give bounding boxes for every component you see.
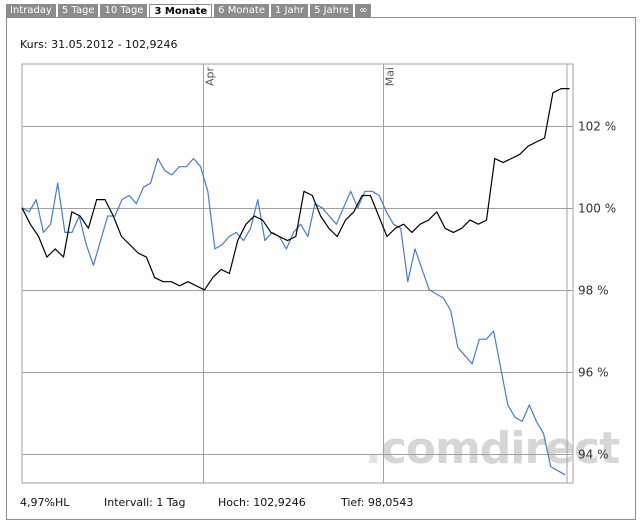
comdirect-watermark: .comdirect [365, 423, 620, 474]
tab-5[interactable]: 6 Monate [214, 4, 269, 18]
y-tick-label: 102 % [578, 120, 616, 134]
tab-2[interactable]: 5 Tage [57, 4, 99, 18]
chart-frame [6, 17, 636, 520]
tab-divider [6, 17, 636, 18]
price-value: 31.05.2012 - 102,9246 [51, 38, 178, 51]
month-label: Apr [204, 67, 217, 87]
tab-3[interactable]: 10 Tage [100, 4, 148, 18]
plot-area [21, 63, 574, 484]
series-line-main [21, 87, 570, 291]
month-label: Mai [384, 67, 397, 86]
y-tick-label: 98 % [578, 284, 609, 298]
y-tick-label: 94 % [578, 448, 609, 462]
y-tick-label: 100 % [578, 202, 616, 216]
footer-high: Hoch: 102,9246 [218, 496, 306, 509]
tab-7[interactable]: 5 Jahre [310, 4, 354, 18]
price-header: Kurs: 31.05.2012 - 102,9246 [20, 38, 178, 51]
watermark-brand: comdirect [380, 423, 620, 474]
tab-4[interactable]: 3 Monate [149, 4, 213, 18]
price-label: Kurs: [20, 38, 48, 51]
watermark-dot: . [365, 423, 382, 474]
tab-6[interactable]: 1 Jahr [270, 4, 309, 18]
y-tick-label: 96 % [578, 366, 609, 380]
footer-low: Tief: 98,0543 [341, 496, 414, 509]
series-line-comparison [21, 157, 566, 476]
footer-interval: Intervall: 1 Tag [104, 496, 186, 509]
period-tabs: Intraday 5 Tage 10 Tage 3 Monate 6 Monate 1 J… [6, 4, 373, 18]
tab-1[interactable]: Intraday [6, 4, 56, 18]
footer-hl: 4,97%HL [20, 496, 70, 509]
tab-8[interactable]: ∞ [355, 4, 372, 18]
